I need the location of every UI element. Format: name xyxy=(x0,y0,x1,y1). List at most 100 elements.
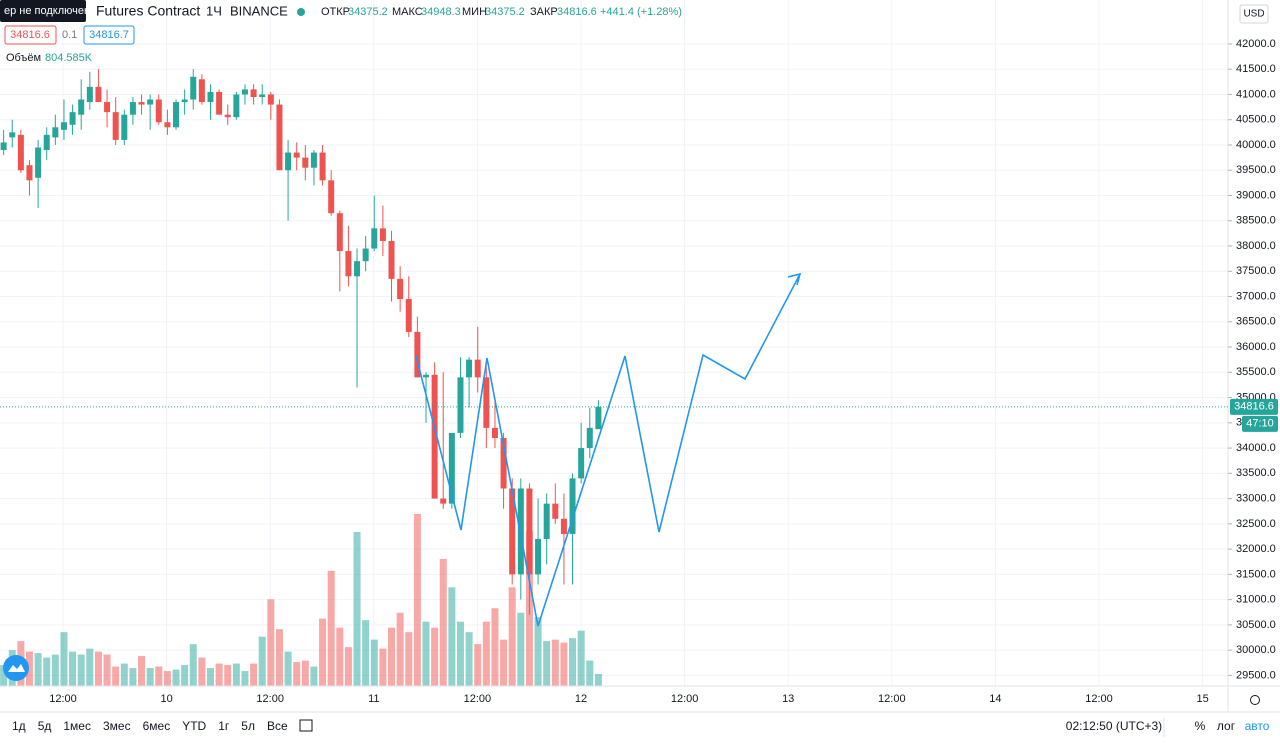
period-button[interactable]: 6мес xyxy=(143,719,171,733)
candle-body xyxy=(173,102,180,128)
price-tag: 34816.6 47:10 xyxy=(0,398,1278,432)
candle-body xyxy=(164,122,171,128)
currency-box[interactable] xyxy=(1239,4,1269,24)
log-toggle[interactable]: лог xyxy=(1217,719,1236,733)
period-button[interactable]: 5д xyxy=(38,719,52,733)
countdown: 47:10 xyxy=(1246,418,1274,430)
period-button[interactable]: YTD xyxy=(182,719,206,733)
candle-body xyxy=(181,99,188,103)
volume-bar xyxy=(396,612,404,686)
candle-body xyxy=(336,213,343,252)
candle-body xyxy=(569,478,576,534)
candle-body xyxy=(250,89,257,97)
volume-bar xyxy=(275,629,283,686)
period-button[interactable]: 5л xyxy=(241,719,255,733)
candle-body xyxy=(483,377,490,428)
y-tick-label: 31500.0 xyxy=(1236,568,1276,580)
settings-icon[interactable] xyxy=(1250,695,1260,705)
candle-body xyxy=(423,374,429,378)
symbol[interactable]: Futures Contract xyxy=(96,3,200,19)
candle-body xyxy=(69,112,76,125)
x-tick-label: 10 xyxy=(160,693,172,705)
volume-bar xyxy=(362,620,370,686)
last-price: 34816.6 xyxy=(1234,401,1274,413)
y-tick-label: 29500.0 xyxy=(1236,669,1276,681)
volume-bar xyxy=(293,662,301,686)
volume-bar xyxy=(224,665,232,686)
bid: 34816.6 xyxy=(10,29,50,41)
bid-box[interactable] xyxy=(4,25,57,45)
user-drawing[interactable] xyxy=(415,273,801,627)
candle-body xyxy=(207,91,214,103)
volume-bar xyxy=(198,657,206,686)
status-dot xyxy=(297,8,305,16)
candle-body xyxy=(431,374,438,499)
candle-body xyxy=(491,427,498,438)
candle-body xyxy=(267,94,274,105)
exchange: BINANCE xyxy=(230,3,288,18)
volume-bar xyxy=(60,632,68,686)
period-button[interactable]: 1д xyxy=(12,719,26,733)
candle-body xyxy=(293,152,300,158)
spread: 0.1 xyxy=(62,29,77,41)
volume-label: Объём xyxy=(6,52,41,64)
y-tick-label: 36500.0 xyxy=(1236,316,1276,328)
volume-bar xyxy=(86,648,94,686)
candle-layer xyxy=(0,69,602,615)
volume-bar xyxy=(207,668,214,686)
volume-bar xyxy=(543,641,551,686)
date-range-icon[interactable] xyxy=(299,719,313,732)
candle-body xyxy=(560,518,567,534)
period-button[interactable]: 1мес xyxy=(63,719,91,733)
candle-body xyxy=(224,114,231,118)
percent-toggle[interactable]: % xyxy=(1195,719,1206,733)
candle-body xyxy=(379,228,386,241)
volume-bar xyxy=(431,627,439,686)
period-button[interactable]: Все xyxy=(267,719,288,733)
time-axis: 12:00 10 12:00 11 12:00 12 12:00 13 12:00 14 12:00… xyxy=(49,693,1208,705)
y-tick-label: 37500.0 xyxy=(1236,265,1276,277)
candle-body xyxy=(414,331,421,378)
auto-toggle[interactable]: авто xyxy=(1245,719,1270,733)
volume-bar xyxy=(301,660,309,686)
volume-bar xyxy=(534,617,542,686)
y-tick-label: 39500.0 xyxy=(1236,164,1276,176)
low-label: МИН xyxy=(462,6,487,18)
interval[interactable]: 1Ч xyxy=(206,3,222,18)
x-tick-label: 12:00 xyxy=(49,693,77,705)
candle-body xyxy=(457,377,464,433)
last-price-bg xyxy=(1230,398,1278,415)
volume-bar xyxy=(77,654,85,686)
volume-bar xyxy=(586,660,594,686)
grid xyxy=(0,0,1228,686)
period-button[interactable]: 1г xyxy=(218,719,230,733)
ask-box[interactable] xyxy=(83,25,135,45)
candle-body xyxy=(198,79,205,103)
volume-bar xyxy=(353,531,361,686)
volume-bar xyxy=(379,648,387,686)
volume-bar xyxy=(508,587,516,686)
candle-body xyxy=(52,127,59,138)
candle-body xyxy=(362,248,369,262)
candle-body xyxy=(147,99,154,105)
close-value: 34816.6 xyxy=(557,6,597,18)
x-tick-label: 12:00 xyxy=(878,693,906,705)
volume-bar xyxy=(344,647,352,686)
candle-body xyxy=(448,432,455,504)
volume-bar xyxy=(422,621,430,686)
x-tick-label: 12:00 xyxy=(1085,693,1113,705)
volume-value: 804.585K xyxy=(45,52,93,64)
logo-icon xyxy=(8,664,25,672)
candle-body xyxy=(190,76,197,100)
volume-bar xyxy=(413,514,421,686)
currency: USD xyxy=(1243,9,1264,20)
y-tick-label: 41500.0 xyxy=(1236,63,1276,75)
y-tick-label: 30500.0 xyxy=(1236,619,1276,631)
bottom-toolbar: 1д 5д 1мес 3мес 6мес YTD 1г 5л Все xyxy=(12,719,288,733)
period-button[interactable]: 3мес xyxy=(103,719,131,733)
volume-bar xyxy=(267,599,275,686)
candle-body xyxy=(543,503,550,539)
arrow-head xyxy=(787,272,802,286)
candle-body xyxy=(354,261,361,277)
y-tick-label: 42000.0 xyxy=(1236,38,1276,50)
